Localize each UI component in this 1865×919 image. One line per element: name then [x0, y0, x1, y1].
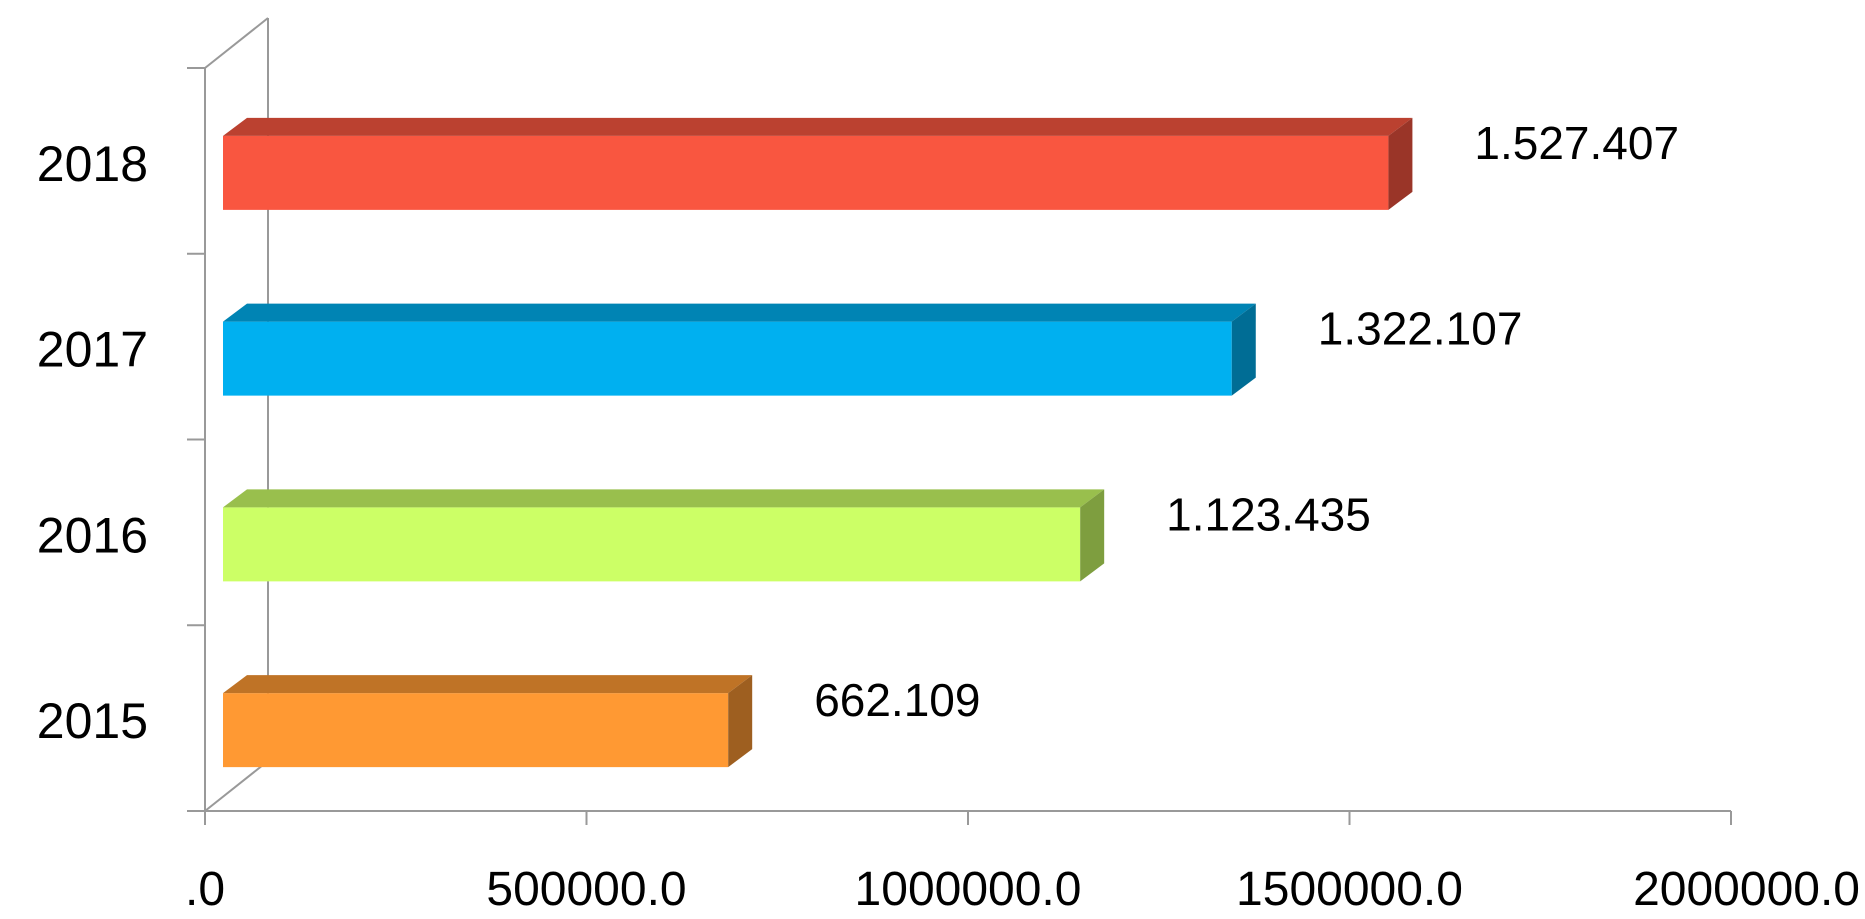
top-depth-line [204, 17, 269, 69]
y-category-label: 2015 [37, 693, 148, 749]
y-category-label: 2016 [37, 507, 148, 563]
bar-side-2015 [728, 675, 753, 768]
x-tick-label: 2000000.0 [1633, 863, 1860, 914]
bar-top-2017 [223, 303, 1256, 322]
x-tick-label: 500000.0 [486, 863, 686, 914]
bar-top-2018 [223, 117, 1413, 136]
floor-depth-line [204, 760, 269, 812]
data-label-2015: 662.109 [814, 674, 980, 726]
bar-front-2015 [223, 693, 729, 768]
y-category-label: 2018 [37, 136, 148, 192]
x-tick-label: 1000000.0 [855, 863, 1082, 914]
x-tick-label: 1500000.0 [1236, 863, 1463, 914]
bar-top-2016 [223, 489, 1105, 508]
bar-front-2016 [223, 507, 1081, 582]
data-label-2018: 1.527.407 [1474, 117, 1679, 169]
chart-labels: .0 500000.0 1000000.0 1500000.0 2000000.0 662… [37, 117, 1860, 916]
chart-bars [223, 117, 1413, 768]
bar-side-2017 [1231, 303, 1256, 396]
bar-top-2015 [223, 675, 753, 694]
bar-side-2016 [1080, 489, 1105, 582]
bar-front-2018 [223, 135, 1389, 210]
bar-front-2017 [223, 321, 1232, 396]
x-tick-label: .0 [185, 863, 225, 914]
data-label-2017: 1.322.107 [1318, 303, 1523, 355]
y-category-label: 2017 [37, 322, 148, 378]
data-label-2016: 1.123.435 [1166, 488, 1371, 540]
bar-side-2018 [1388, 117, 1413, 210]
